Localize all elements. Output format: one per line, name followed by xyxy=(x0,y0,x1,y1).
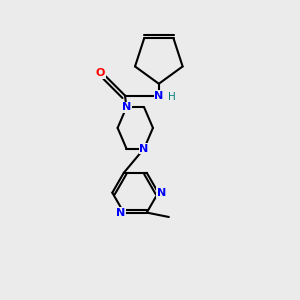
Text: N: N xyxy=(122,102,131,112)
Text: H: H xyxy=(168,92,176,102)
Text: N: N xyxy=(157,188,166,198)
Text: N: N xyxy=(140,143,149,154)
Text: N: N xyxy=(116,208,125,218)
Text: N: N xyxy=(154,91,164,100)
Text: O: O xyxy=(96,68,105,78)
